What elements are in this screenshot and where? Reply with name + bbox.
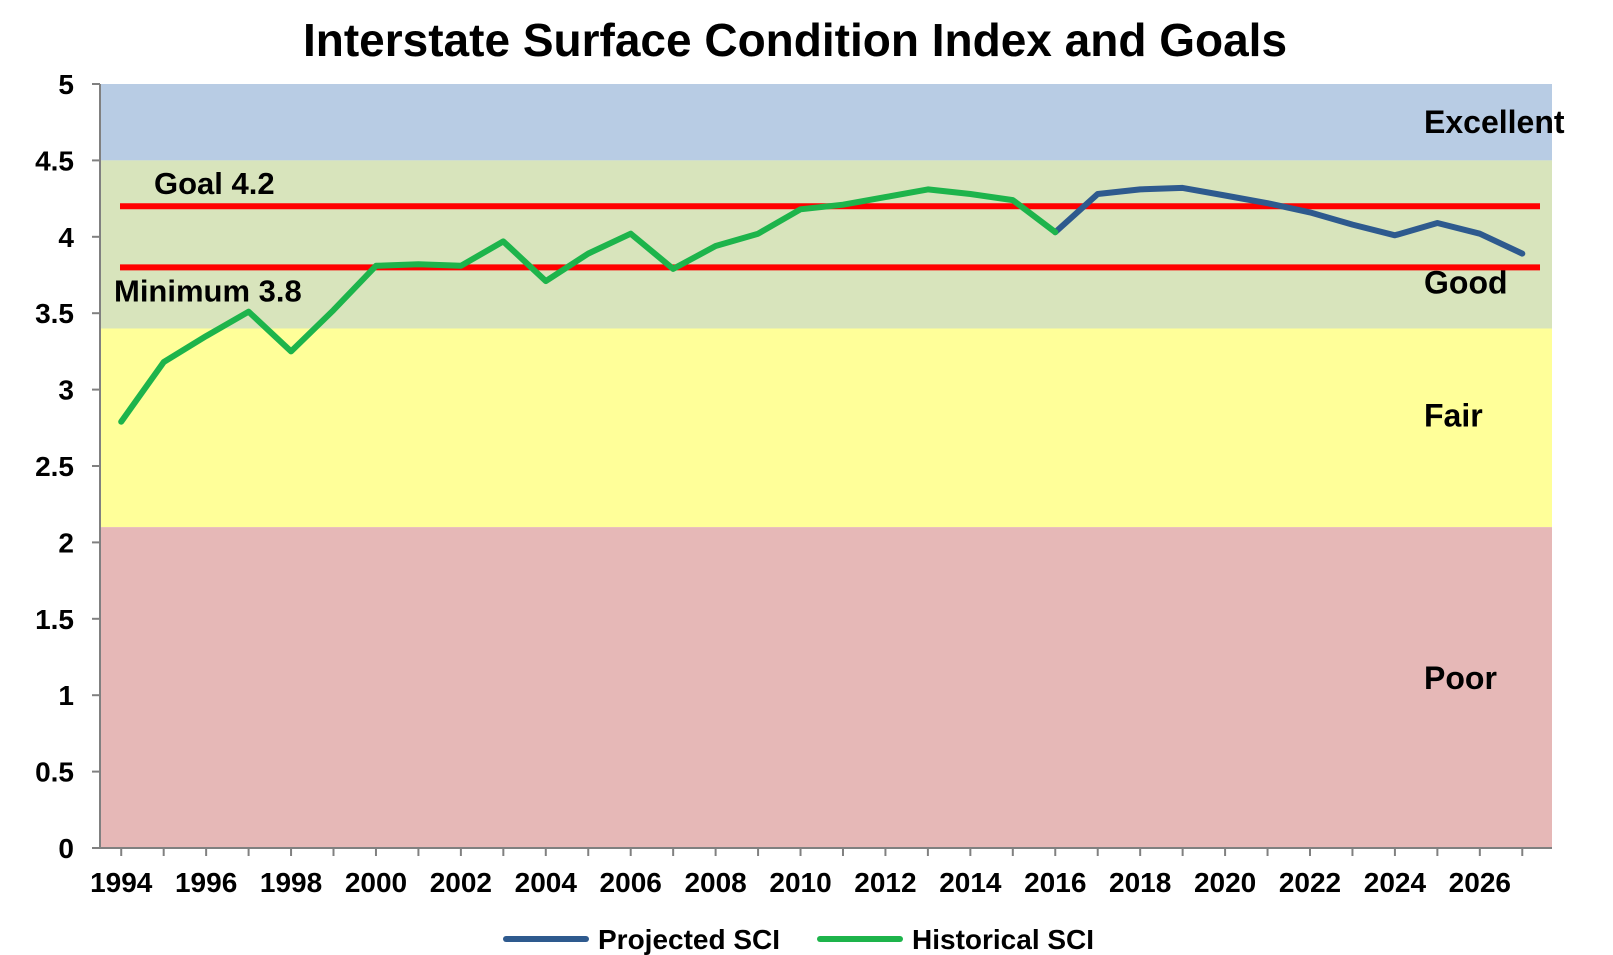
x-tick-label: 2006 (600, 867, 662, 898)
y-tick-label: 1 (58, 680, 74, 711)
band-label-fair: Fair (1424, 397, 1483, 433)
legend-label-projected-sci: Projected SCI (598, 924, 780, 955)
y-tick-label: 2.5 (35, 451, 74, 482)
y-tick-label: 1.5 (35, 604, 74, 635)
x-tick-label: 2002 (430, 867, 492, 898)
y-tick-label: 0.5 (35, 757, 74, 788)
x-tick-label: 2016 (1024, 867, 1086, 898)
condition-bands (100, 84, 1552, 848)
y-tick-label: 3.5 (35, 298, 74, 329)
series-lines (118, 184, 1526, 425)
x-tick-label: 2018 (1109, 867, 1171, 898)
band-good (100, 160, 1552, 329)
band-label-poor: Poor (1424, 660, 1497, 696)
y-tick-label: 5 (58, 69, 74, 100)
x-tick-label: 1994 (90, 867, 153, 898)
y-tick-label: 3 (58, 375, 74, 406)
x-tick-label: 1996 (175, 867, 237, 898)
x-tick-label: 2012 (854, 867, 916, 898)
y-tick-label: 4.5 (35, 145, 74, 176)
y-tick-label: 4 (58, 222, 74, 253)
x-tick-label: 2004 (515, 867, 578, 898)
x-tick-label: 2014 (939, 867, 1002, 898)
x-tick-label: 2026 (1449, 867, 1511, 898)
series-line-projected-sci (1052, 184, 1526, 257)
x-tick-label: 2000 (345, 867, 407, 898)
ref-label-minimum-3-8: Minimum 3.8 (114, 273, 302, 308)
x-tick-label: 2020 (1194, 867, 1256, 898)
x-tick-label: 2008 (684, 867, 746, 898)
x-tick-label: 2022 (1279, 867, 1341, 898)
band-excellent (100, 84, 1552, 161)
ref-label-goal-4-2: Goal 4.2 (154, 166, 275, 201)
x-tick-label: 2024 (1364, 867, 1427, 898)
legend: Projected SCI Historical SCI (503, 924, 1094, 955)
chart-title: Interstate Surface Condition Index and G… (303, 14, 1287, 66)
x-axis-ticks: 1994 1996 1998 2000 2002 2004 2006 2008 2010 2012… (90, 848, 1524, 898)
band-fair (100, 328, 1552, 528)
x-tick-label: 1998 (260, 867, 322, 898)
y-tick-label: 2 (58, 527, 74, 558)
y-tick-label: 0 (58, 833, 74, 864)
x-tick-label: 2010 (769, 867, 831, 898)
legend-label-historical-sci: Historical SCI (912, 924, 1094, 955)
y-axis-ticks: 0 0.5 1 1.5 2 2.5 3 3.5 4 4.5 5 (35, 69, 100, 864)
band-poor (100, 527, 1552, 848)
band-label-excellent: Excellent (1424, 104, 1565, 140)
